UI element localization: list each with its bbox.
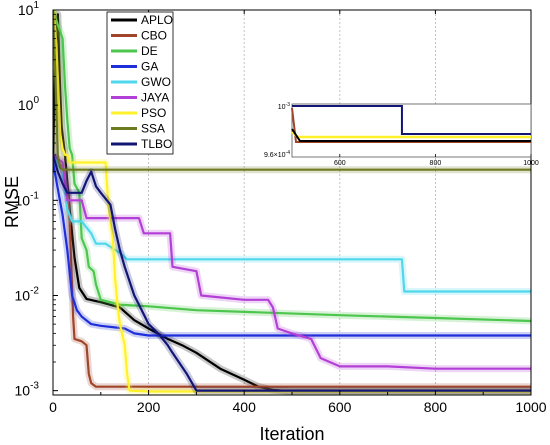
inset-y-tick-exponent: -4 [286, 150, 291, 156]
series-line-tlbo [53, 154, 531, 392]
y-tick-label: 10-2 [15, 285, 40, 303]
y-tick-exponent: -1 [30, 190, 39, 201]
series-layer [53, 10, 531, 395]
series-line-cbo [53, 154, 531, 388]
y-tick-exponent: -2 [30, 285, 39, 296]
legend-label-ga: GA [141, 60, 158, 74]
y-tick-label: 100 [18, 95, 40, 113]
x-tick-label: 0 [49, 399, 57, 415]
inset-x-tick-label: 1000 [523, 160, 539, 167]
legend-label-pso: PSO [141, 106, 166, 120]
y-tick-label: 101 [18, 0, 40, 18]
legend-label-aplo: APLO [141, 13, 173, 27]
legend-label-gwo: GWO [141, 75, 171, 89]
x-tick-label: 600 [328, 399, 352, 415]
legend-label-cbo: CBO [141, 29, 167, 43]
inset-line-aplo [291, 128, 531, 142]
inset-y-tick-label: 10-3 [278, 102, 290, 111]
legend-label-de: DE [141, 44, 158, 58]
inset-lines [291, 105, 531, 143]
y-tick-exponent: 0 [33, 95, 39, 106]
y-tick-exponent: -3 [30, 381, 39, 392]
inset-ticks: 600 800 1000 10-3 9.6×10-4 [264, 102, 539, 167]
series-line-jaya [53, 154, 531, 370]
legend-label-ssa: SSA [141, 122, 165, 136]
inset-x-tick-label: 600 [334, 160, 346, 167]
inset-y-tick-label: 9.6×10-4 [264, 150, 290, 159]
series-line-ssa [53, 10, 531, 171]
inset-y-tick-exponent: -3 [286, 102, 291, 108]
legend-label-jaya: JAYA [141, 91, 169, 105]
series-line-gwo [53, 154, 531, 293]
x-tick-label: 800 [424, 399, 448, 415]
series-line-ga [53, 162, 531, 337]
inset-frame [291, 103, 532, 158]
x-axis-label: Iteration [259, 424, 324, 444]
series-line-pso [53, 10, 531, 393]
inset-zoom: 600 800 1000 10-3 9.6×10-4 [264, 102, 539, 167]
y-tick-exponent: 1 [33, 0, 39, 11]
legend-label-tlbo: TLBO [141, 137, 172, 151]
x-tick-label: 400 [233, 399, 257, 415]
inset-line-tlbo [292, 105, 531, 135]
inset-x-tick-label: 800 [430, 160, 442, 167]
x-tick-label: 1000 [515, 399, 546, 415]
x-tick-label: 200 [137, 399, 161, 415]
series-line-de [53, 10, 531, 323]
series-line-aplo [53, 13, 531, 393]
y-axis-label: RMSE [2, 176, 22, 228]
y-tick-label: 10-3 [15, 381, 40, 399]
